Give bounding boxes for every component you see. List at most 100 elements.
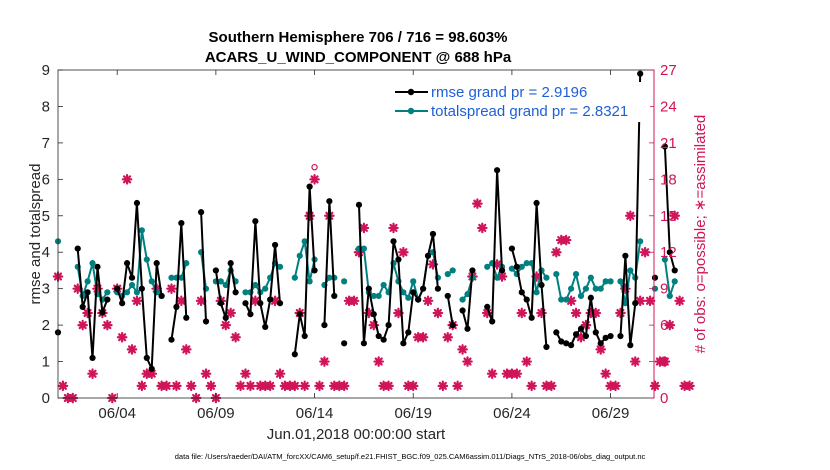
totalspread-point: [577, 292, 585, 300]
rmse-line: [116, 202, 163, 370]
obs-assimilated-marker: [166, 283, 177, 294]
rmse-point: [469, 267, 476, 274]
totalspread-point: [607, 278, 614, 285]
totalspread-point: [326, 274, 333, 281]
obs-assimilated-marker: [176, 295, 187, 307]
obs-assimilated-marker: [610, 380, 621, 392]
totalspread-point: [89, 260, 96, 267]
obs-assimilated-marker: [595, 344, 607, 355]
rmse-point: [326, 198, 333, 205]
totalspread-point: [464, 291, 471, 298]
totalspread-point: [508, 265, 516, 272]
rmse-point: [533, 199, 540, 207]
rmse-point: [592, 329, 599, 336]
y-tick-label-right: 24: [660, 98, 677, 115]
rmse-point: [267, 296, 274, 303]
rmse-point: [183, 314, 190, 321]
rmse-point: [538, 281, 545, 289]
totalspread-line: [293, 240, 316, 283]
rmse-point: [523, 296, 530, 303]
totalspread-point: [587, 274, 594, 281]
obs-assimilated-marker: [570, 307, 582, 319]
rmse-point: [173, 303, 180, 310]
rmse-point: [148, 365, 155, 372]
x-axis-label: Jun.01,2018 00:00:00 start: [267, 426, 446, 443]
obs-assimilated-marker: [235, 380, 246, 392]
obs-assimilated-marker: [393, 307, 404, 319]
rmse-point: [671, 267, 678, 274]
rmse-point: [222, 314, 229, 321]
rmse-point: [168, 336, 175, 343]
obs-assimilated-marker: [299, 380, 310, 392]
totalspread-point: [523, 260, 530, 267]
obs-assimilated-marker: [245, 380, 256, 392]
totalspread-point: [410, 278, 417, 285]
obs-assimilated-marker: [319, 356, 330, 367]
rmse-point: [158, 292, 165, 300]
obs-assimilated-marker: [161, 380, 172, 392]
obs-assimilated-marker: [432, 307, 444, 319]
obs-assimilated-marker: [200, 368, 212, 380]
obs-assimilated-marker: [388, 222, 399, 234]
obs-assimilated-marker: [462, 356, 473, 367]
totalspread-point: [671, 278, 678, 285]
totalspread-point: [252, 281, 259, 289]
rmse-point: [178, 219, 185, 227]
totalspread-point: [568, 285, 575, 292]
obs-assimilated-marker: [230, 331, 241, 343]
rmse-point: [197, 209, 205, 216]
obs-assimilated-marker: [511, 368, 523, 380]
rmse-point: [494, 167, 501, 174]
obs-assimilated-marker: [77, 319, 88, 331]
rmse-point: [464, 325, 471, 332]
x-tick-label: 06/04: [98, 405, 136, 422]
rmse-point: [296, 311, 303, 318]
rmse-point: [212, 267, 219, 274]
rmse-point: [563, 340, 570, 347]
obs-assimilated-marker: [82, 307, 93, 319]
obs-assimilated-marker: [634, 295, 646, 307]
rmse-point: [572, 331, 580, 338]
x-tick-label: 06/24: [493, 405, 531, 422]
rmse-point: [321, 322, 328, 329]
obs-assimilated-marker: [417, 331, 429, 343]
totalspread-point: [494, 274, 501, 281]
rmse-point: [119, 300, 126, 307]
chart-title: Southern Hemisphere 706 / 716 = 98.603%: [209, 29, 508, 46]
obs-assimilated-marker: [126, 344, 138, 355]
totalspread-point: [276, 263, 284, 270]
legend-spread-marker: [407, 107, 415, 115]
totalspread-point: [123, 289, 131, 296]
obs-assimilated-marker: [264, 380, 276, 392]
obs-assimilated-marker: [348, 295, 360, 307]
totalspread-point: [637, 238, 644, 245]
rmse-point: [651, 274, 659, 281]
obs-possible-marker: [311, 163, 318, 171]
rmse-point: [424, 252, 432, 259]
rmse-point: [637, 70, 644, 77]
y-tick-label: 4: [42, 244, 50, 261]
totalspread-point: [148, 278, 155, 285]
rmse-point: [291, 351, 298, 358]
obs-assimilated-marker: [373, 356, 384, 367]
y-tick-label: 1: [42, 354, 50, 371]
obs-assimilated-marker: [477, 222, 488, 234]
totalspread-point: [133, 289, 141, 296]
y-tick-label: 9: [42, 62, 50, 79]
totalspread-point: [597, 285, 604, 292]
chart-subtitle: ACARS_U_WIND_COMPONENT @ 688 hPa: [205, 49, 512, 66]
totalspread-point: [533, 289, 540, 296]
rmse-point: [429, 230, 437, 238]
obs-assimilated-marker: [457, 344, 468, 355]
rmse-line: [323, 200, 336, 326]
rmse-point: [217, 300, 224, 307]
obs-assimilated-marker: [684, 380, 695, 392]
x-tick-label: 06/19: [394, 405, 432, 422]
y-tick-label-right: 21: [660, 135, 677, 152]
totalspread-point: [449, 267, 456, 274]
obs-assimilated-marker: [131, 295, 143, 307]
obs-assimilated-marker: [185, 380, 197, 392]
x-tick-label: 06/29: [592, 405, 630, 422]
rmse-point: [444, 292, 451, 300]
